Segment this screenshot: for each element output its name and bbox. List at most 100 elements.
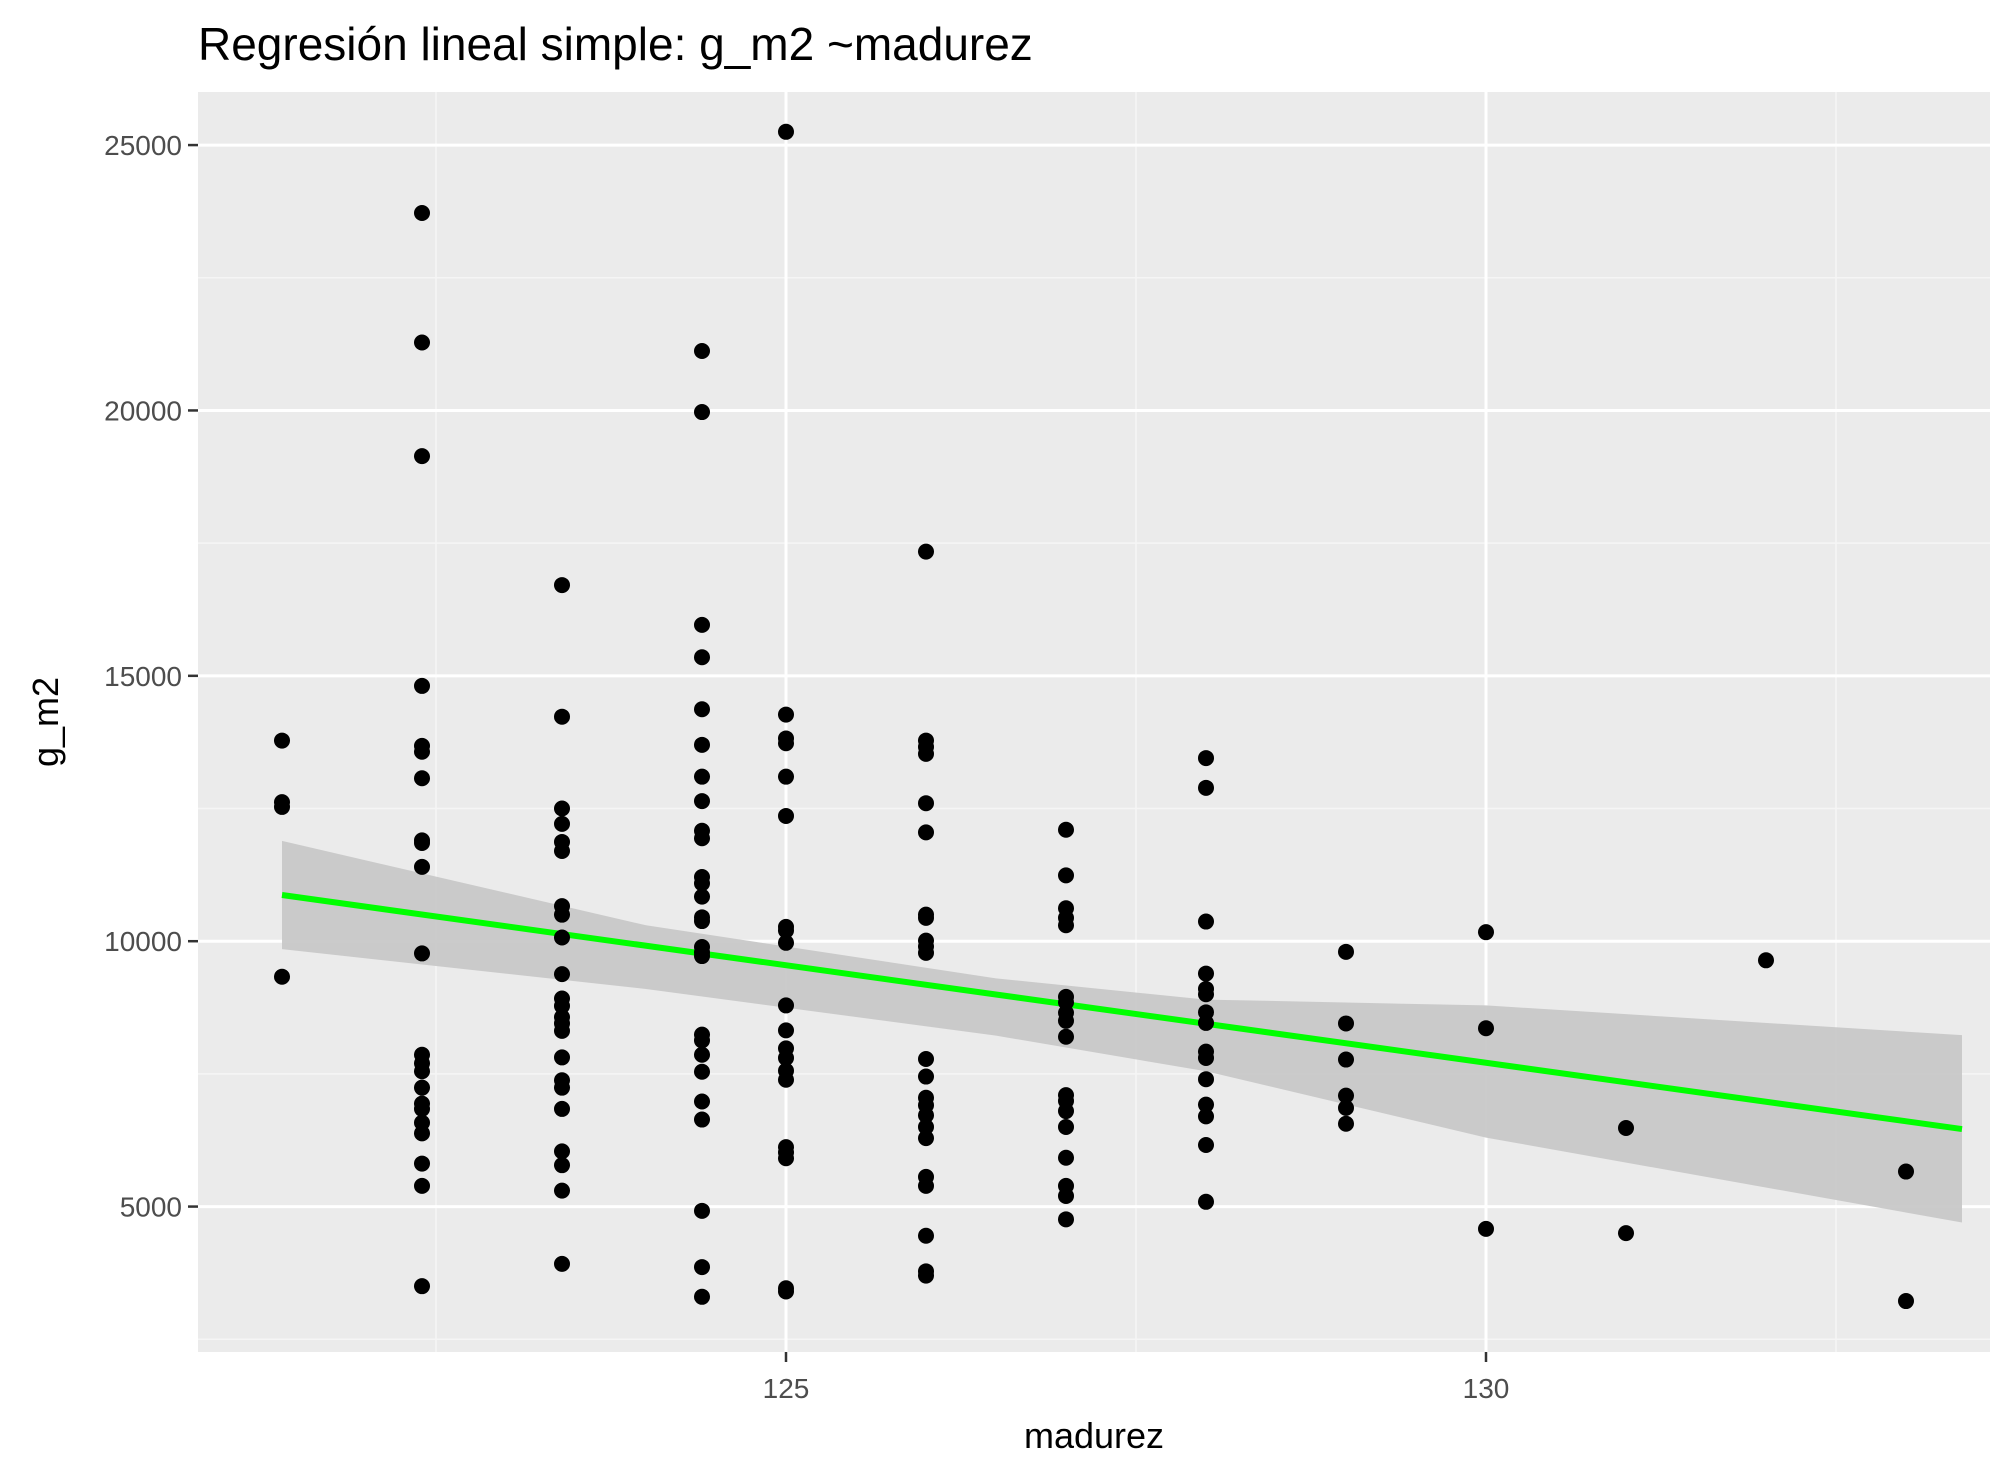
data-point [274,798,290,815]
data-point [694,736,710,753]
data-point [414,334,430,351]
data-point [554,1143,570,1160]
data-point [918,944,934,961]
data-point [694,649,710,666]
data-point [414,858,430,875]
data-point [414,448,430,465]
data-point [1338,1115,1354,1132]
data-point [274,732,290,749]
data-point [1478,1020,1494,1037]
y-tick-label: 10000 [104,926,182,957]
data-point [1198,965,1214,982]
data-point [1198,1014,1214,1031]
data-point [918,745,934,762]
data-point [694,875,710,892]
data-point [1198,1193,1214,1210]
data-point [554,1182,570,1199]
data-point [694,343,710,360]
data-point [778,1150,794,1167]
data-point [1198,986,1214,1003]
data-point [1198,750,1214,767]
data-point [414,743,430,760]
data-point [554,708,570,725]
data-point [1058,1118,1074,1135]
data-point [918,1227,934,1244]
data-point [1758,952,1774,969]
data-point [1198,913,1214,930]
data-point [554,966,570,983]
data-point [778,1049,794,1066]
x-tick-label: 130 [1463,1373,1510,1404]
data-point [274,968,290,985]
data-point [414,1063,430,1080]
x-tick-label: 125 [763,1373,810,1404]
data-point [778,1071,794,1088]
data-point [554,815,570,832]
data-point [694,913,710,930]
data-point [1058,1028,1074,1045]
data-point [414,770,430,787]
data-point [778,934,794,951]
y-axis-ticks: 5000 10000 15000 20000 25000 [104,130,198,1223]
data-point [1338,1087,1354,1104]
data-point [694,793,710,810]
data-point [1338,1099,1354,1116]
data-point [778,1283,794,1300]
data-point [918,1107,934,1124]
data-point [414,1177,430,1194]
data-point [554,1022,570,1039]
data-point [1058,821,1074,838]
data-point [1618,1120,1634,1137]
data-point [554,929,570,946]
data-point [414,1100,430,1117]
data-point [694,616,710,633]
data-point [1338,1015,1354,1032]
data-point [918,909,934,926]
data-point [694,1093,710,1110]
data-point [414,1155,430,1172]
data-point [1058,1211,1074,1228]
data-point [694,1046,710,1063]
x-axis-ticks: 125 130 [763,1352,1510,1404]
x-axis-title: madurez [1024,1415,1164,1456]
data-point [1058,917,1074,934]
data-point [554,1157,570,1174]
data-point [778,706,794,723]
data-point [918,795,934,812]
data-point [918,1130,934,1147]
data-point [1058,1012,1074,1029]
data-point [1478,924,1494,941]
data-point [694,1111,710,1128]
data-point [1058,1103,1074,1120]
data-point [1898,1163,1914,1180]
data-point [1198,1096,1214,1113]
data-point [554,1100,570,1117]
data-point [414,1125,430,1142]
data-point [918,543,934,560]
data-point [778,807,794,824]
data-point [1198,779,1214,796]
data-point [694,888,710,905]
data-point [778,768,794,785]
minor-gridlines [198,92,1990,1352]
data-point [414,677,430,694]
data-point [414,1278,430,1295]
data-point [554,800,570,817]
data-point [918,1177,934,1194]
data-point [694,404,710,421]
data-point [694,768,710,785]
data-point [554,577,570,594]
data-point [694,1032,710,1049]
data-point [694,1259,710,1276]
data-point [778,1022,794,1039]
data-point [554,842,570,859]
data-point [694,948,710,965]
data-point [554,1255,570,1272]
data-point [694,701,710,718]
y-axis-title: g_m2 [25,677,66,767]
confidence-band [282,840,1962,1223]
data-point [414,835,430,852]
data-point [554,906,570,923]
y-tick-label: 5000 [120,1192,182,1223]
